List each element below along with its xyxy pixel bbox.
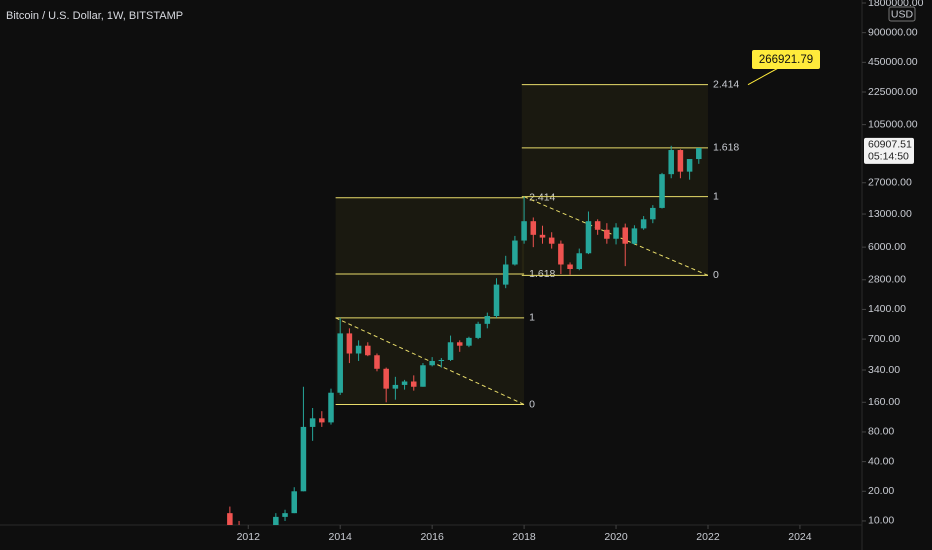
y-tick-label: 450000.00 xyxy=(868,56,918,68)
candle-body xyxy=(567,264,573,270)
candle-body xyxy=(677,150,684,172)
candle-body xyxy=(502,264,509,285)
y-tick-label: 900000.00 xyxy=(868,26,918,38)
candle-body xyxy=(521,221,527,241)
currency: USD xyxy=(891,8,914,20)
candle-body xyxy=(659,174,665,208)
candle-body xyxy=(273,516,279,525)
candle-body xyxy=(291,491,297,514)
candle-body xyxy=(493,284,500,317)
currency-box xyxy=(888,6,916,22)
candle-body xyxy=(282,513,288,517)
candle-body xyxy=(346,333,353,354)
candle-body xyxy=(530,221,537,235)
y-tick-label: 1400.00 xyxy=(868,303,906,315)
x-tick-label: 2012 xyxy=(237,531,261,543)
y-tick-label: 225000.00 xyxy=(868,86,918,98)
annotation-box xyxy=(752,50,820,69)
candle-body xyxy=(622,227,628,244)
candle-body xyxy=(548,237,555,244)
fib-level-label: 1 xyxy=(529,312,535,324)
candle-body xyxy=(374,355,380,369)
x-tick-label: 2014 xyxy=(329,531,353,543)
y-tick-label: 160.00 xyxy=(868,396,900,408)
plot: 0 1 1.618 2.414 0 1 1.618 2.414 xyxy=(227,65,783,550)
candle-body xyxy=(447,342,454,360)
candle-body xyxy=(594,221,601,230)
candle-body xyxy=(456,342,463,346)
fib-level-label: 2.414 xyxy=(713,78,739,90)
candle-body xyxy=(696,147,702,160)
candle-body xyxy=(337,333,343,393)
candle-body xyxy=(245,543,251,550)
candle-body xyxy=(484,316,491,324)
candle-body xyxy=(585,221,592,254)
candle-body xyxy=(429,360,435,366)
axes: 10.0020.0040.0080.00160.00340.00700.0014… xyxy=(237,0,924,543)
candle-body xyxy=(401,381,408,385)
y-tick-label: 20.00 xyxy=(868,485,894,497)
fib-level-label: 0 xyxy=(713,269,719,281)
candle-body xyxy=(604,229,610,239)
price-tag-label: 60907.51 xyxy=(868,139,912,151)
fib-level-label: 1.618 xyxy=(529,268,555,280)
x-tick-label: 2016 xyxy=(420,531,444,543)
candle-body xyxy=(309,418,316,427)
candle-body xyxy=(355,345,362,354)
y-tick-label: 80.00 xyxy=(868,426,894,438)
fib-level-label: 1 xyxy=(713,190,719,202)
candle-body xyxy=(539,234,546,238)
candle-body xyxy=(420,365,426,387)
y-tick-label: 105000.00 xyxy=(868,118,918,130)
price-tag xyxy=(864,137,914,164)
y-tick-label: 340.00 xyxy=(868,364,900,376)
candle-body xyxy=(383,368,389,389)
candle-body xyxy=(411,381,417,387)
candle-body xyxy=(475,323,481,338)
fib-level-label: 1.618 xyxy=(713,142,739,154)
candle-body xyxy=(438,359,445,361)
candle-body xyxy=(365,345,371,356)
fib-zone xyxy=(521,84,708,276)
candle-body xyxy=(613,227,619,239)
fib-zone xyxy=(335,197,525,405)
candle-body xyxy=(668,150,674,175)
candle-body xyxy=(300,426,307,492)
y-tick-label: 6000.00 xyxy=(868,241,906,253)
x-tick-label: 2018 xyxy=(512,531,536,543)
candle-body xyxy=(466,337,472,346)
annotation-pointer xyxy=(747,65,783,86)
y-tick-label: 700.00 xyxy=(868,333,900,345)
annotation: 266921.79 xyxy=(759,54,813,66)
candle-body xyxy=(576,253,583,270)
candle-body xyxy=(640,219,647,229)
fib-level-label: 0 xyxy=(529,398,535,410)
candle-body xyxy=(631,228,638,244)
y-tick-label: 1800000.00 xyxy=(868,0,924,9)
x-tick-label: 2020 xyxy=(604,531,628,543)
chart-title: Bitcoin / U.S. Dollar, 1W, BITSTAMP xyxy=(6,10,183,22)
y-tick-label: 40.00 xyxy=(868,455,894,467)
candle-body xyxy=(264,536,270,550)
y-tick-label: 13000.00 xyxy=(868,208,912,220)
candle-body xyxy=(227,513,233,525)
candle-body xyxy=(392,384,399,389)
countdown: 05:14:50 xyxy=(868,151,909,163)
x-tick-label: 2022 xyxy=(696,531,720,543)
y-tick-label: 10.00 xyxy=(868,515,894,527)
candle-body xyxy=(650,207,656,220)
candle-body xyxy=(328,392,334,423)
candle-body xyxy=(512,240,518,265)
y-tick-label: 2800.00 xyxy=(868,274,906,286)
candle-body xyxy=(558,243,564,265)
y-tick-label: 27000.00 xyxy=(868,177,912,189)
fib-level-label: 2.414 xyxy=(529,192,555,204)
x-tick-label: 2024 xyxy=(788,531,812,543)
candle-body xyxy=(686,159,693,172)
candle-body xyxy=(319,418,325,423)
